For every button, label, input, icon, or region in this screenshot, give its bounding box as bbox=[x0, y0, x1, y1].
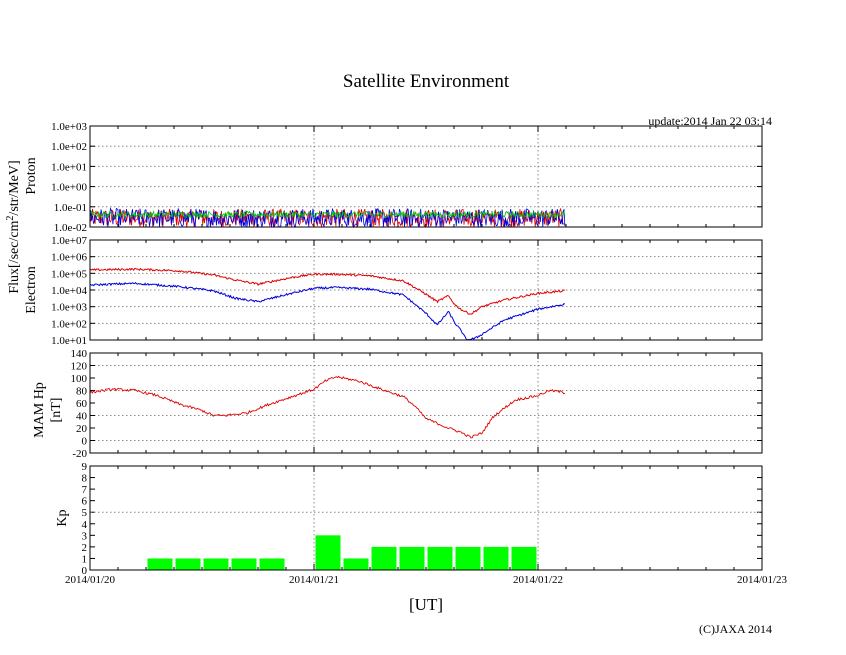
y-tick-label: 1.0e+02 bbox=[51, 318, 87, 330]
hp-unit-label: [nT] bbox=[49, 398, 64, 423]
y-tick-label: 8 bbox=[82, 473, 88, 485]
kp-bar bbox=[427, 546, 453, 570]
x-tick-label: 2014/01/20 bbox=[65, 574, 116, 586]
y-tick-label: 60 bbox=[76, 398, 88, 410]
y-tick-label: 3 bbox=[82, 530, 88, 542]
kp-bar bbox=[343, 558, 369, 570]
x-axis-label: [UT] bbox=[409, 595, 443, 614]
kp-bar bbox=[511, 546, 537, 570]
kp-bar bbox=[259, 558, 285, 570]
y-tick-label: 9 bbox=[82, 461, 88, 473]
x-tick-label: 2014/01/23 bbox=[737, 574, 788, 586]
y-tick-label: 1.0e+03 bbox=[51, 121, 87, 133]
y-tick-label: 1.0e+03 bbox=[51, 302, 87, 314]
x-tick-label: 2014/01/22 bbox=[513, 574, 563, 586]
panel-frame bbox=[89, 239, 763, 341]
y-tick-label: 5 bbox=[82, 507, 88, 519]
y-tick-label: 20 bbox=[76, 423, 88, 435]
y-tick-label: 0 bbox=[82, 436, 88, 448]
x-tick-labels: 2014/01/20 2014/01/21 2014/01/22 2014/01/23 bbox=[65, 574, 788, 586]
y-tick-label: -20 bbox=[72, 448, 87, 460]
kp-label: Kp bbox=[55, 509, 70, 526]
kp-bar bbox=[371, 546, 397, 570]
hp-series bbox=[89, 375, 566, 439]
x-tick-label: 2014/01/21 bbox=[289, 574, 339, 586]
y-tick-label: 1.0e+06 bbox=[51, 252, 87, 264]
y-tick-label: 7 bbox=[82, 484, 88, 496]
y-tick-label: 1.0e+04 bbox=[51, 285, 87, 297]
copyright: (C)JAXA 2014 bbox=[699, 622, 772, 636]
y-tick-label: 1.0e-01 bbox=[54, 202, 87, 214]
panel-frame bbox=[89, 125, 763, 228]
y-tick-label: 0 bbox=[82, 565, 88, 577]
kp-bar bbox=[399, 546, 425, 570]
y-tick-label: 1.0e+01 bbox=[51, 335, 87, 347]
y-tick-label: 4 bbox=[82, 519, 88, 531]
panel-electron: 1.0e+01 1.0e+02 1.0e+03 1.0e+04 1.0e+05 1.0e+… bbox=[51, 235, 763, 347]
y-tick-label: 6 bbox=[82, 496, 88, 508]
y-tick-label: 100 bbox=[71, 373, 88, 385]
panel-frame bbox=[89, 465, 763, 571]
kp-bar bbox=[147, 558, 173, 570]
y-tick-label: 1.0e+00 bbox=[51, 182, 87, 194]
kp-bar bbox=[231, 558, 257, 570]
electron-series-blue bbox=[89, 281, 566, 341]
plot-area: 1.0e-021.0e-011.0e+001.0e+011.0e+021.0e+… bbox=[51, 121, 787, 586]
y-tick-label: 1 bbox=[82, 553, 88, 565]
chart-title: Satellite Environment bbox=[343, 71, 510, 92]
y-tick-label: 80 bbox=[76, 386, 88, 398]
proton-label: Proton bbox=[24, 157, 39, 194]
electron-label: Electron bbox=[24, 266, 39, 313]
proton-series-green bbox=[89, 209, 566, 219]
kp-bar bbox=[315, 535, 341, 570]
y-tick-label: 1.0e+07 bbox=[51, 235, 87, 247]
y-tick-label: 120 bbox=[71, 361, 88, 373]
y-tick-label: 1.0e+05 bbox=[51, 268, 87, 280]
y-tick-label: 1.0e-02 bbox=[54, 222, 87, 234]
y-axis-labels: Flux[/sec/cm2/str/MeV] Proton Electron M… bbox=[5, 157, 70, 526]
kp-bar bbox=[455, 546, 481, 570]
kp-bar bbox=[175, 558, 201, 570]
y-tick-label: 1.0e+01 bbox=[51, 161, 87, 173]
flux-unit-label: Flux[/sec/cm2/str/MeV] bbox=[5, 160, 22, 293]
y-tick-label: 140 bbox=[71, 348, 88, 360]
y-tick-label: 40 bbox=[76, 411, 88, 423]
kp-bar bbox=[483, 546, 509, 570]
panel-frame bbox=[89, 352, 763, 454]
kp-bar bbox=[203, 558, 229, 570]
hp-label: MAM Hp bbox=[32, 382, 47, 438]
update-timestamp: update:2014 Jan 22 03:14 bbox=[648, 114, 772, 128]
electron-series-red bbox=[89, 267, 565, 315]
panel-proton: 1.0e-02 1.0e-01 1.0e+00 1.0e+01 1.0e+02 1.0e+… bbox=[51, 121, 763, 234]
y-tick-label: 1.0e+02 bbox=[51, 141, 87, 153]
y-tick-label: 2 bbox=[82, 542, 88, 554]
